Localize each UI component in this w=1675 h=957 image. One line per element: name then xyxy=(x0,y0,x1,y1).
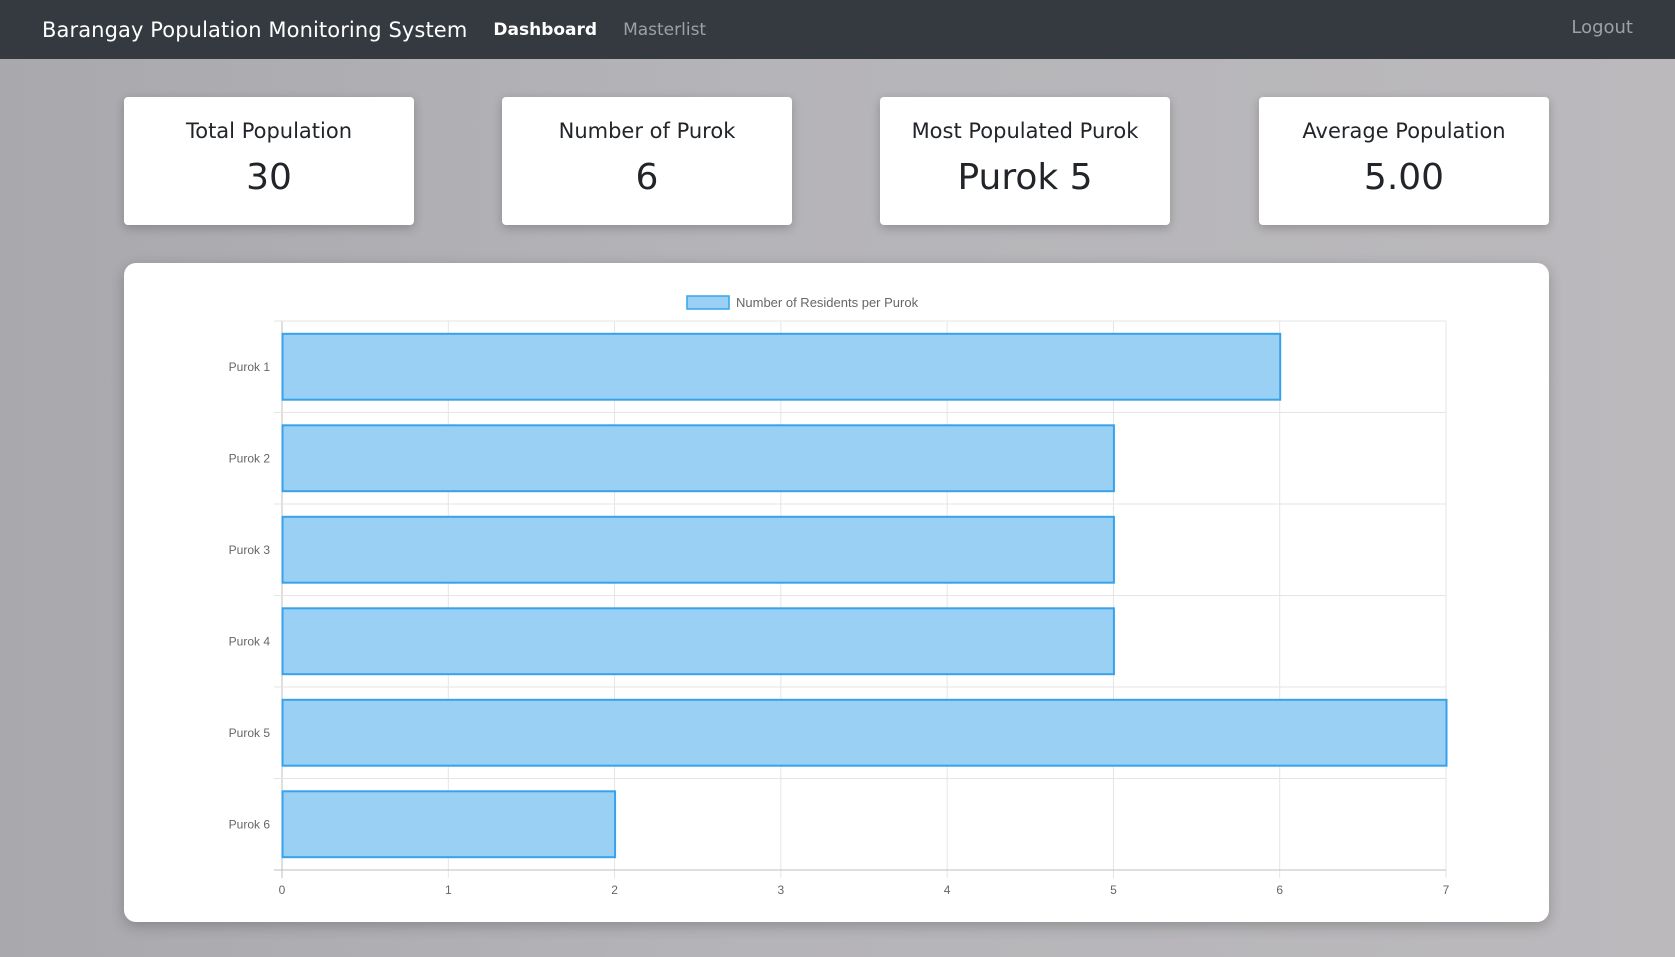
number-of-purok-card: Number of Purok 6 xyxy=(502,97,792,225)
bar-purok-6 xyxy=(281,790,617,859)
app-brand[interactable]: Barangay Population Monitoring System xyxy=(42,17,468,42)
logout-link[interactable]: Logout xyxy=(1571,17,1633,38)
bar-purok-2 xyxy=(281,424,1115,493)
y-tick-label: Purok 4 xyxy=(229,634,271,648)
x-tick-label: 6 xyxy=(1276,883,1283,897)
card-label: Average Population xyxy=(1302,119,1506,143)
card-label: Total Population xyxy=(185,119,353,143)
bar-purok-1 xyxy=(281,332,1282,401)
y-tick-label: Purok 5 xyxy=(229,726,271,740)
most-populated-purok-card: Most Populated Purok Purok 5 xyxy=(880,97,1170,225)
average-population-card: Average Population 5.00 xyxy=(1259,97,1549,225)
legend-label: Number of Residents per Purok xyxy=(736,295,919,310)
bar-purok-5 xyxy=(281,698,1448,767)
x-tick-label: 5 xyxy=(1110,883,1117,897)
residents-bar-chart: 0 1 2 3 4 5 6 7 Purok 1 Purok 2 Purok 3 Purok 4 Puro… xyxy=(229,295,1450,897)
top-navbar: Barangay Population Monitoring System Da… xyxy=(0,0,1675,59)
x-tick-label: 0 xyxy=(279,883,286,897)
total-population-card: Total Population 30 xyxy=(124,97,414,225)
nav-link-dashboard[interactable]: Dashboard xyxy=(493,19,598,40)
x-tick-label: 1 xyxy=(445,883,452,897)
card-label: Most Populated Purok xyxy=(911,119,1139,143)
chart-panel: 0 1 2 3 4 5 6 7 Purok 1 Purok 2 Purok 3 Purok 4 Puro… xyxy=(124,263,1549,922)
legend-swatch xyxy=(686,295,730,310)
bar-purok-4 xyxy=(281,607,1115,676)
x-tick-label: 2 xyxy=(611,883,618,897)
bar-purok-3 xyxy=(281,515,1115,584)
x-tick-label: 3 xyxy=(778,883,785,897)
nav-link-masterlist[interactable]: Masterlist xyxy=(623,19,707,40)
card-label: Number of Purok xyxy=(558,119,736,143)
card-value: Purok 5 xyxy=(957,157,1093,198)
y-tick-label: Purok 6 xyxy=(229,817,271,831)
card-value: 6 xyxy=(635,157,659,198)
card-value: 30 xyxy=(246,157,292,198)
y-tick-label: Purok 3 xyxy=(229,543,271,557)
x-tick-label: 7 xyxy=(1443,883,1450,897)
y-tick-label: Purok 2 xyxy=(229,451,271,465)
y-tick-label: Purok 1 xyxy=(229,360,271,374)
x-tick-label: 4 xyxy=(944,883,951,897)
card-value: 5.00 xyxy=(1363,157,1445,198)
